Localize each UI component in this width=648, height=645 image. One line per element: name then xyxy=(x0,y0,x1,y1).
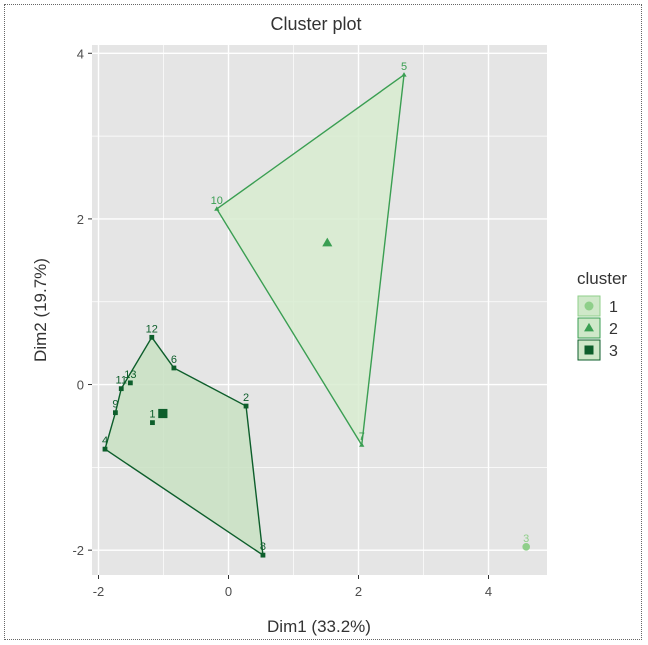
cluster-2-center xyxy=(322,237,333,247)
point-2 xyxy=(243,403,249,409)
point-13 xyxy=(127,380,133,386)
legend-label-3: 3 xyxy=(609,343,618,360)
x-axis-label: Dim1 (33.2%) xyxy=(267,617,371,636)
point-7 xyxy=(359,442,365,447)
point-8 xyxy=(260,552,266,558)
cluster-2-hull xyxy=(215,73,405,448)
point-label-12: 12 xyxy=(146,323,158,335)
point-6 xyxy=(171,365,177,371)
point-label-7: 7 xyxy=(359,431,365,443)
cluster-3-hull xyxy=(104,336,264,557)
legend-marker-2 xyxy=(584,322,594,332)
point-label-4: 4 xyxy=(102,435,108,447)
x-tick-label: 4 xyxy=(485,584,492,599)
point-9 xyxy=(113,410,118,416)
point-12 xyxy=(149,334,155,340)
cluster-3-center xyxy=(158,408,168,419)
point-label-1: 1 xyxy=(149,409,155,421)
point-4 xyxy=(102,446,108,452)
legend-title: cluster xyxy=(577,269,627,288)
y-tick-label: -2 xyxy=(72,543,84,558)
point-10 xyxy=(214,206,220,211)
point-label-5: 5 xyxy=(401,61,407,73)
legend: cluster 1 2 3 xyxy=(577,269,627,361)
legend-marker-3 xyxy=(584,345,594,355)
y-tick-label: 0 xyxy=(77,378,84,393)
point-label-11: 11 xyxy=(116,375,127,387)
point-1 xyxy=(150,420,155,426)
y-tick-label: 4 xyxy=(77,46,84,61)
x-tick-label: 0 xyxy=(225,584,232,599)
x-tick-label: -2 xyxy=(93,584,105,599)
point-label-13: 13 xyxy=(124,369,136,381)
x-tick-label: 2 xyxy=(355,584,362,599)
point-label-9: 9 xyxy=(112,399,118,411)
chart-frame xyxy=(4,4,642,640)
legend-label-1: 1 xyxy=(609,299,618,316)
y-axis-label: Dim2 (19.7%) xyxy=(31,258,50,362)
y-tick-label: 2 xyxy=(77,212,84,227)
point-label-10: 10 xyxy=(211,195,223,207)
legend-marker-1 xyxy=(584,301,594,311)
point-label-8: 8 xyxy=(260,541,266,553)
point-11 xyxy=(118,386,124,392)
point-5 xyxy=(401,72,407,77)
point-label-3: 3 xyxy=(523,533,529,545)
axis-ticks: -2 0 2 4 -2 0 2 4 xyxy=(72,46,492,599)
cluster-hulls xyxy=(104,73,405,557)
chart-title: Cluster plot xyxy=(270,14,361,34)
legend-label-2: 2 xyxy=(609,321,618,338)
point-3 xyxy=(522,543,530,551)
point-label-2: 2 xyxy=(243,392,249,404)
point-label-6: 6 xyxy=(171,354,177,366)
